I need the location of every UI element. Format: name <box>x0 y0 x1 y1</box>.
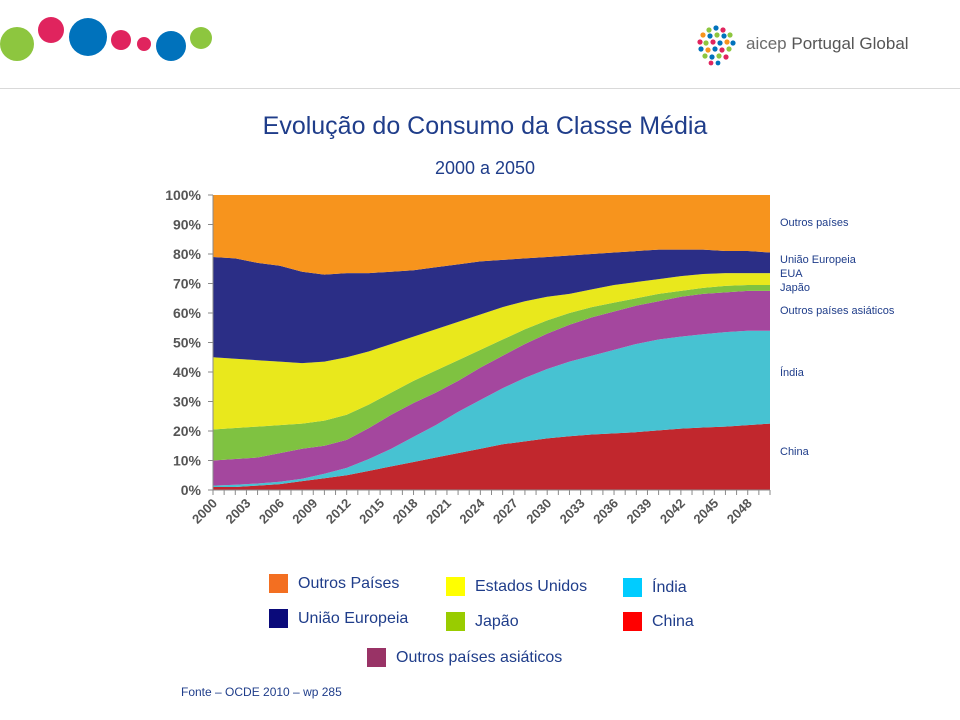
x-tick-label: 2012 <box>323 496 354 527</box>
aicep-logo-icon <box>697 25 736 66</box>
x-tick-label: 2009 <box>289 496 320 527</box>
logo-text-aicep: aicep <box>746 34 787 53</box>
legend-item-china: China <box>623 612 694 631</box>
area-outros-paises <box>213 195 770 275</box>
area-estados-unidos <box>213 273 770 430</box>
y-tick-label: 80% <box>173 246 202 262</box>
x-tick-label: 2006 <box>256 496 287 527</box>
x-tick-label: 2021 <box>423 496 454 527</box>
x-tick-label: 2018 <box>390 496 421 527</box>
legend-swatch-japao <box>446 612 465 631</box>
side-label-uniao-europeia: União Europeia <box>780 254 856 266</box>
x-tick-label: 2042 <box>657 496 688 527</box>
legend-label-outros-asia: Outros países asiáticos <box>396 648 563 666</box>
legend-label-estados-unidos: Estados Unidos <box>475 577 588 595</box>
x-tick-label: 2048 <box>724 496 755 527</box>
y-tick-label: 90% <box>173 217 202 233</box>
legend-label-outros-paises: Outros Países <box>298 574 400 592</box>
area-uniao-europeia <box>213 249 770 364</box>
side-label-eua: EUA <box>780 268 803 280</box>
x-tick-label: 2036 <box>590 496 621 527</box>
side-label-outros-asia: Outros países asiáticos <box>780 305 895 317</box>
x-tick-label: 2003 <box>222 496 253 527</box>
legend-swatch-outros-asia <box>367 648 386 667</box>
x-tick-label: 2045 <box>690 496 721 527</box>
y-tick-label: 10% <box>173 453 202 469</box>
legend-label-china: China <box>652 612 694 630</box>
x-tick-label: 2033 <box>557 496 588 527</box>
legend-label-india: Índia <box>652 578 687 596</box>
legend-swatch-estados-unidos <box>446 577 465 596</box>
x-tick-label: 2015 <box>356 496 387 527</box>
legend-item-uniao-europeia: União Europeia <box>269 609 408 628</box>
side-label-outros-paises: Outros países <box>780 217 849 229</box>
side-label-china: China <box>780 446 809 458</box>
source-note: Fonte – OCDE 2010 – wp 285 <box>181 685 342 699</box>
legend-item-outros-asia: Outros países asiáticos <box>367 648 562 667</box>
y-tick-label: 60% <box>173 305 202 321</box>
header-divider <box>0 88 960 89</box>
legend-item-india: Índia <box>623 578 687 597</box>
area-china <box>213 423 770 490</box>
y-tick-label: 70% <box>173 276 202 292</box>
x-tick-label: 2039 <box>624 496 655 527</box>
legend-item-outros-paises: Outros Países <box>269 574 399 593</box>
side-label-india: Índia <box>780 367 804 379</box>
area-japao <box>213 284 770 461</box>
legend-swatch-india <box>623 578 642 597</box>
legend-swatch-outros-paises <box>269 574 288 593</box>
y-tick-label: 30% <box>173 394 202 410</box>
chart-title: Evolução do Consumo da Classe Média <box>262 112 708 140</box>
y-tick-label: 20% <box>173 423 202 439</box>
legend-label-japao: Japão <box>475 612 519 630</box>
x-tick-label: 2027 <box>490 496 521 527</box>
logo-text: aicep Portugal Global <box>746 34 909 54</box>
legend-swatch-china <box>623 612 642 631</box>
y-tick-label: 0% <box>181 482 202 498</box>
area-outros-paises-asiaticos <box>213 290 770 486</box>
legend-swatch-uniao-europeia <box>269 609 288 628</box>
chart-subtitle: 2000 a 2050 <box>434 158 536 178</box>
stacked-area-chart: 0%10%20%30%40%50%60%70%80%90%100%2000 200… <box>165 187 771 527</box>
area-india <box>213 330 770 488</box>
legend-label-uniao-europeia: União Europeia <box>298 609 409 627</box>
y-tick-label: 40% <box>173 364 202 380</box>
x-tick-label: 2024 <box>456 495 488 527</box>
x-tick-label: 2000 <box>189 496 220 527</box>
y-tick-label: 50% <box>173 335 202 351</box>
decorative-dots <box>0 17 212 61</box>
y-tick-label: 100% <box>165 187 201 203</box>
aicep-logo: aicep Portugal Global <box>694 22 934 68</box>
legend-item-japao: Japão <box>446 612 519 631</box>
x-tick-label: 2030 <box>523 496 554 527</box>
legend-item-estados-unidos: Estados Unidos <box>446 577 587 596</box>
logo-text-portugal-global: Portugal Global <box>791 34 909 53</box>
side-label-japao: Japão <box>780 282 810 294</box>
